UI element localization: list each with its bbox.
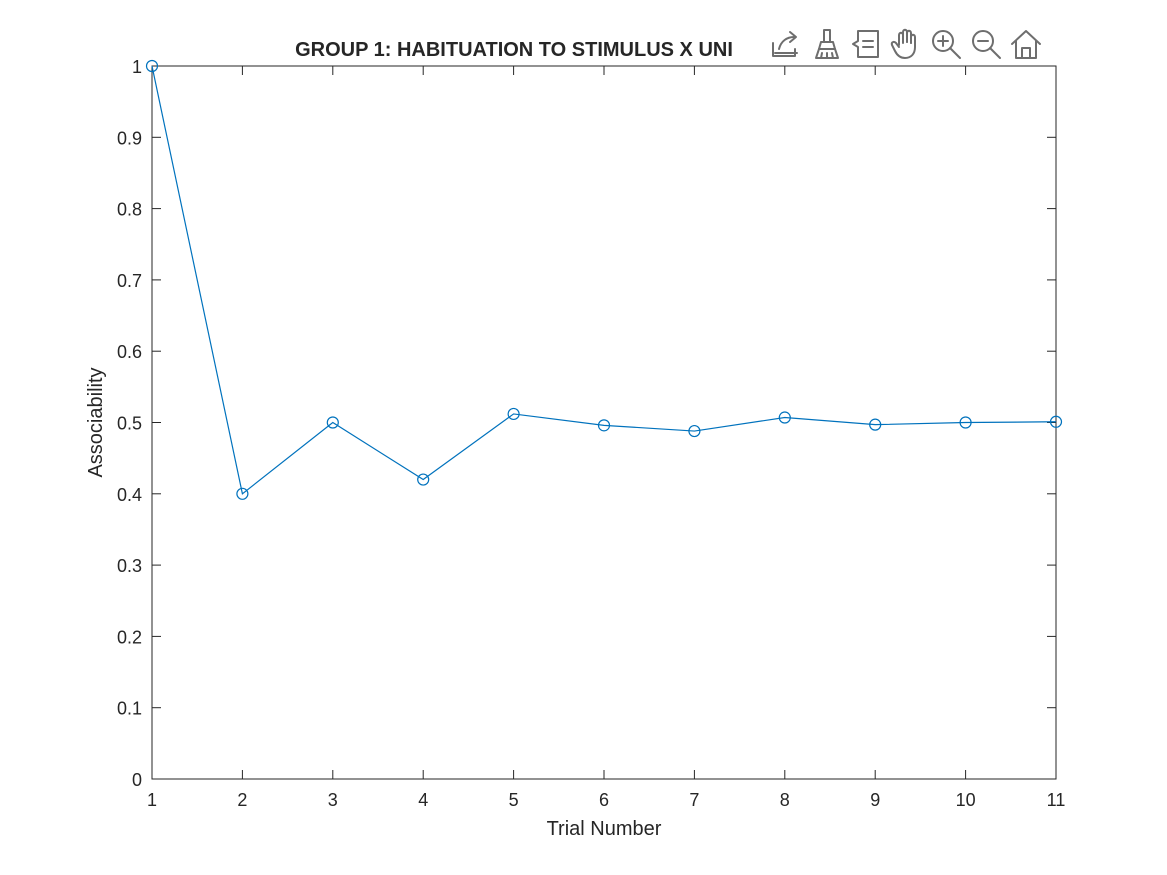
zoom-out-icon [972,30,1001,59]
x-tick-label: 3 [328,790,338,810]
zoom-in-icon [932,30,961,59]
series-line [151,65,1057,495]
y-axis-label: Associability [85,367,107,477]
x-tick-label: 1 [147,790,157,810]
pan-icon [890,28,916,59]
chart-title: GROUP 1: HABITUATION TO STIMULUS X UNI [295,39,733,61]
x-tick-label: 8 [780,790,790,810]
data-point-marker [326,416,339,429]
export-button[interactable] [766,24,806,64]
y-tick-label: 0.1 [117,699,142,719]
axes-box [151,65,1057,780]
tick-labels: 1 2 3 4 5 6 7 8 9 10 11 0 0.1 0.2 0.3 0.4 0.5 0.6 0.7 0.8 0.… [117,57,1065,810]
axes-toolbar [766,24,1046,64]
tick-marks [151,65,1057,780]
x-tick-label: 6 [599,790,609,810]
x-tick-label: 7 [689,790,699,810]
zoom-in-button[interactable] [926,24,966,64]
y-tick-label: 1 [132,57,142,77]
home-button[interactable] [1006,24,1046,64]
x-tick-label: 11 [1047,790,1066,810]
data-point-marker [236,487,249,500]
data-point-marker [597,419,611,432]
data-point-marker [778,411,791,424]
y-tick-label: 0.2 [117,627,142,647]
y-tick-label: 0.9 [117,128,142,148]
datatip-icon [852,30,879,58]
y-tick-label: 0.8 [117,200,142,220]
data-point-marker [145,59,159,73]
brush-icon [815,29,839,59]
x-tick-label: 2 [237,790,247,810]
y-tick-label: 0.5 [117,414,142,434]
data-point-marker [417,473,430,486]
y-tick-label: 0.4 [117,485,142,505]
y-tick-label: 0.7 [117,271,142,291]
data-point-marker [688,424,701,438]
y-tick-label: 0.6 [117,342,142,362]
brush-button[interactable] [806,24,846,64]
plot-area [145,59,1063,780]
x-axis-label: Trial Number [547,818,662,840]
x-tick-label: 9 [870,790,880,810]
x-tick-label: 5 [509,790,519,810]
home-icon [1011,30,1041,59]
datatip-button[interactable] [846,24,886,64]
y-tick-label: 0.3 [117,556,142,576]
data-point-marker [959,416,972,429]
pan-button[interactable] [886,24,926,64]
y-tick-label: 0 [132,770,142,790]
data-point-marker [869,418,882,431]
zoom-out-button[interactable] [966,24,1006,64]
x-tick-label: 10 [956,790,976,810]
data-point-marker [507,407,520,421]
data-series [145,59,1063,500]
data-point-marker [1049,415,1063,428]
export-icon [772,31,798,57]
x-tick-label: 4 [418,790,428,810]
